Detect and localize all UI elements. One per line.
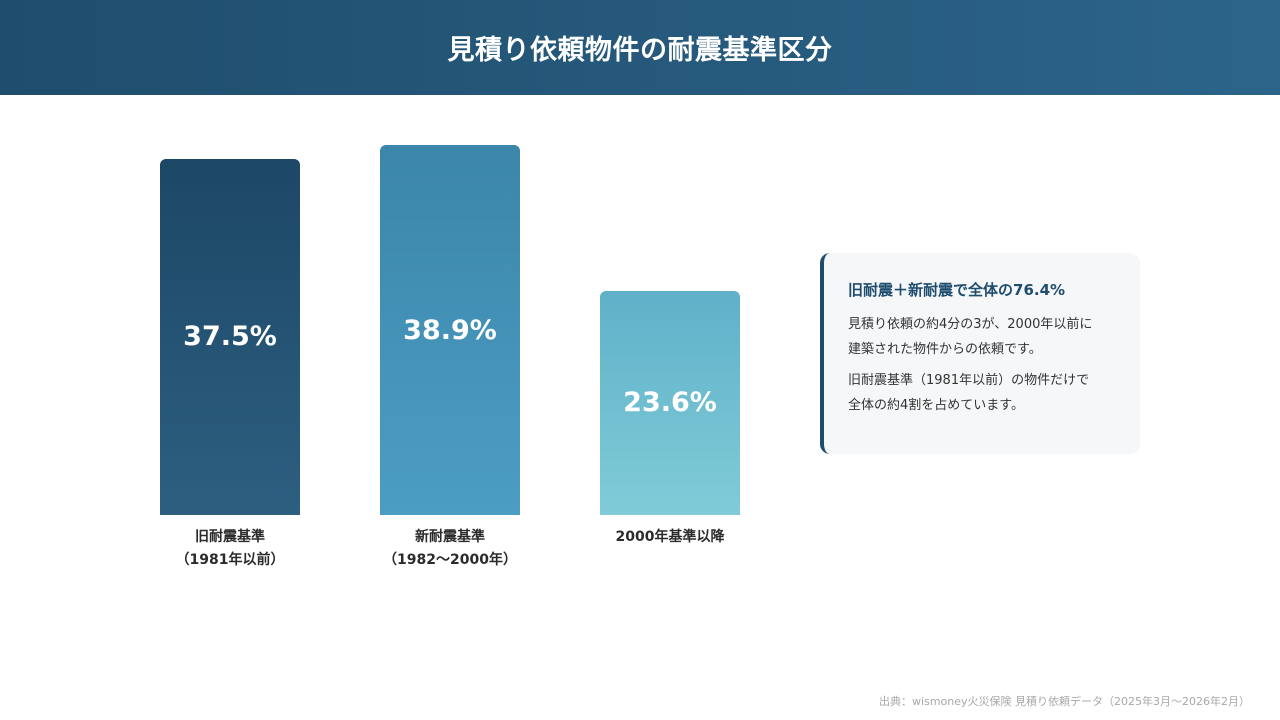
bar-3: 23.6% <box>600 290 740 515</box>
category-label-line-1: 2000年基準以降 <box>615 529 725 545</box>
insight-paragraph-2: 旧耐震基準（1981年以前）の物件だけで 全体の約4割を占めています。 <box>848 368 1116 418</box>
insight-title: 旧耐震＋新耐震で全体の76.4% <box>848 281 1066 299</box>
bar-2: 38.9% <box>380 145 520 515</box>
bar-value-label: 37.5% <box>183 321 277 353</box>
insight-panel: 旧耐震＋新耐震で全体の76.4% 見積り依頼の約4分の3が、2000年以前に 建… <box>820 253 1140 454</box>
category-label-line-1: 新耐震基準 <box>415 529 485 545</box>
category-label-line-2: （1981年以前） <box>175 552 285 568</box>
category-label-line-2: （1982〜2000年） <box>383 552 517 568</box>
insight-paragraph-1: 見積り依頼の約4分の3が、2000年以前に 建築された物件からの依頼です。 <box>848 312 1116 362</box>
page-header: 見積り依頼物件の耐震基準区分 <box>0 0 1280 95</box>
category-label-line-1: 旧耐震基準 <box>195 529 265 545</box>
category-label-2: 新耐震基準 （1982〜2000年） <box>360 526 540 572</box>
category-label-1: 旧耐震基準 （1981年以前） <box>140 526 320 572</box>
category-label-3: 2000年基準以降 <box>580 526 760 549</box>
insight-paragraph-2-line-2: 全体の約4割を占めています。 <box>848 398 1024 413</box>
source-citation: 出典：wismoney火災保険 見積り依頼データ（2025年3月〜2026年2月… <box>879 695 1250 708</box>
bar-1: 37.5% <box>160 158 300 515</box>
bar-value-label: 23.6% <box>623 387 717 419</box>
insight-paragraph-1-line-1: 見積り依頼の約4分の3が、2000年以前に <box>848 317 1093 332</box>
insight-paragraph-1-line-2: 建築された物件からの依頼です。 <box>848 342 1042 357</box>
page-title: 見積り依頼物件の耐震基準区分 <box>447 35 833 66</box>
bar-value-label: 38.9% <box>403 314 497 346</box>
insight-paragraph-2-line-1: 旧耐震基準（1981年以前）の物件だけで <box>848 373 1090 388</box>
